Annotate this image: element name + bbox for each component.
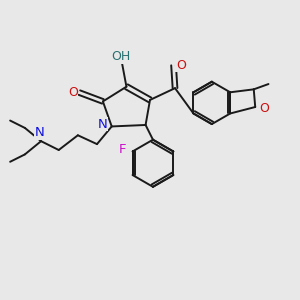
Text: O: O	[259, 102, 269, 115]
Text: N: N	[98, 118, 108, 130]
Text: OH: OH	[111, 50, 130, 63]
Text: O: O	[259, 102, 269, 115]
Text: O: O	[68, 86, 78, 99]
Text: N: N	[35, 126, 44, 140]
Text: F: F	[118, 142, 126, 156]
Text: F: F	[118, 142, 126, 156]
Text: N: N	[98, 118, 108, 130]
Text: OH: OH	[111, 50, 130, 63]
Text: N: N	[35, 126, 44, 140]
Text: O: O	[176, 59, 186, 72]
Text: O: O	[68, 86, 78, 99]
Text: O: O	[176, 59, 186, 72]
